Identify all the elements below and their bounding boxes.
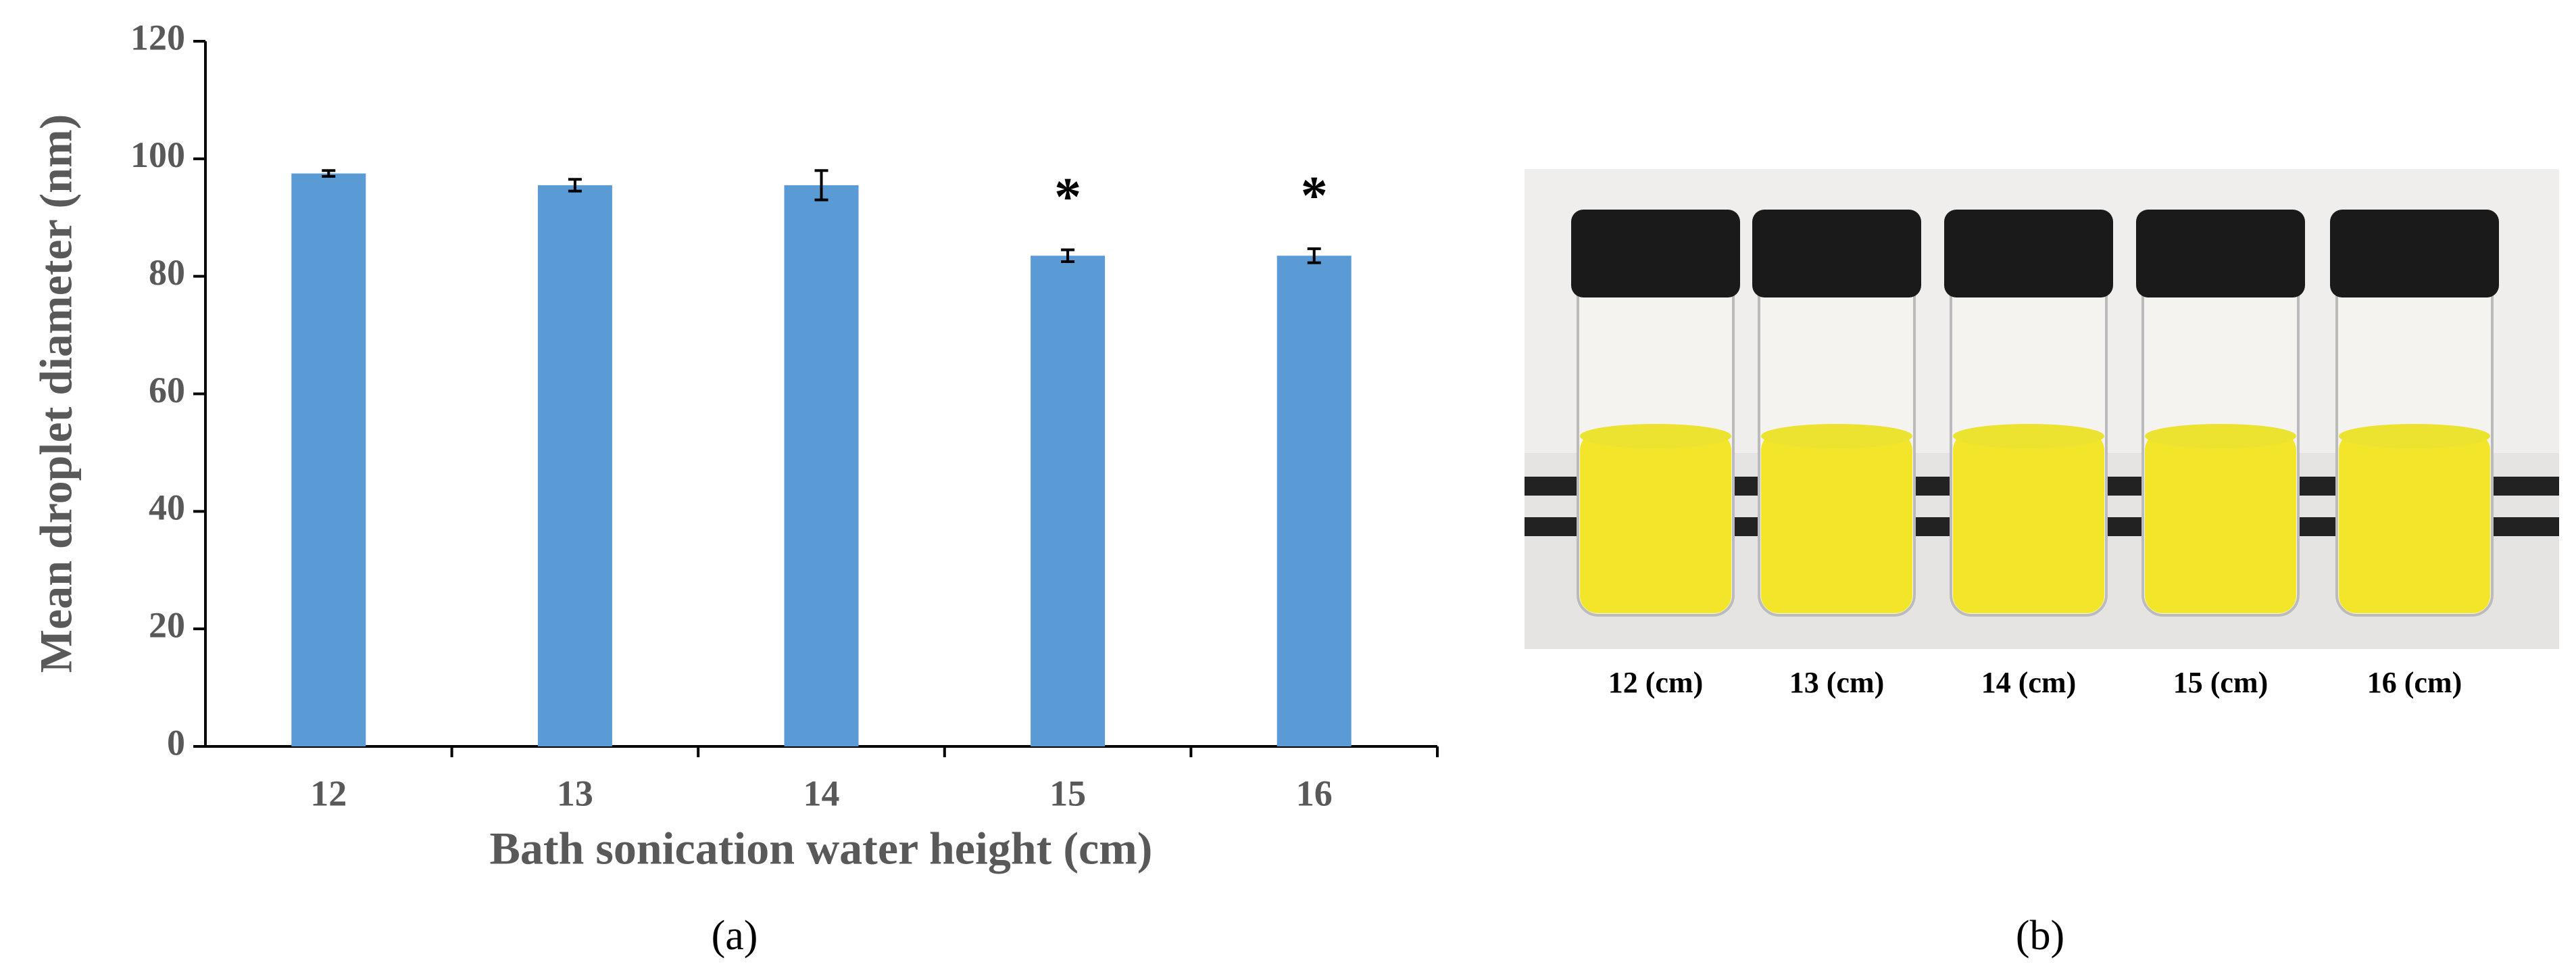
x-tick-label: 16 xyxy=(1296,773,1333,813)
error-bar xyxy=(1061,248,1075,263)
bar xyxy=(1031,256,1106,746)
y-tick-label: 40 xyxy=(149,487,185,528)
significance-mark: * xyxy=(1301,166,1328,226)
bar xyxy=(1277,256,1352,746)
vials-photo xyxy=(1525,169,2559,649)
vial-label: 14 (cm) xyxy=(1981,666,2077,699)
vial-liquid-top xyxy=(1580,424,1731,448)
vial-liquid-top xyxy=(1953,424,2104,448)
y-tick-label: 20 xyxy=(149,605,185,646)
vial-liquid xyxy=(1761,433,1912,613)
y-axis-title: Mean droplet diameter (nm) xyxy=(30,114,82,673)
error-bar xyxy=(1307,247,1321,264)
bar xyxy=(784,185,859,747)
vial-liquid-top xyxy=(2145,424,2296,448)
panel-label: (b) xyxy=(2016,913,2064,959)
vial-cap xyxy=(1752,210,1921,297)
y-tick-label: 0 xyxy=(167,722,185,763)
vial-liquid xyxy=(2339,433,2490,613)
x-tick-label: 12 xyxy=(310,773,347,813)
y-tick-label: 80 xyxy=(149,252,185,293)
vial-liquid xyxy=(1580,433,1731,613)
vial-label: 13 (cm) xyxy=(1789,666,1885,699)
vial-cap xyxy=(1944,210,2113,297)
vial-cap xyxy=(1571,210,1740,297)
vial-label: 12 (cm) xyxy=(1608,666,1704,699)
x-tick-label: 15 xyxy=(1049,773,1086,813)
error-bar xyxy=(322,169,336,178)
vial-liquid xyxy=(1953,433,2104,613)
panel-label: (a) xyxy=(712,913,758,959)
y-tick-label: 120 xyxy=(130,17,185,57)
vial-cap xyxy=(2330,210,2499,297)
x-tick-label: 14 xyxy=(803,773,840,813)
vial-label: 16 (cm) xyxy=(2367,666,2462,699)
y-tick-label: 100 xyxy=(130,135,185,175)
error-bar xyxy=(568,178,582,193)
bar xyxy=(537,185,612,747)
vial-label: 15 (cm) xyxy=(2173,666,2269,699)
x-axis-title: Bath sonication water height (cm) xyxy=(490,823,1153,874)
y-tick-label: 60 xyxy=(149,370,185,410)
vial-liquid-top xyxy=(1761,424,1912,448)
vial-liquid xyxy=(2145,433,2296,613)
vial-cap xyxy=(2136,210,2305,297)
error-bar xyxy=(814,169,828,201)
vial-liquid-top xyxy=(2339,424,2490,448)
x-tick-label: 13 xyxy=(557,773,593,813)
significance-mark: * xyxy=(1054,168,1081,227)
bar xyxy=(291,173,366,746)
